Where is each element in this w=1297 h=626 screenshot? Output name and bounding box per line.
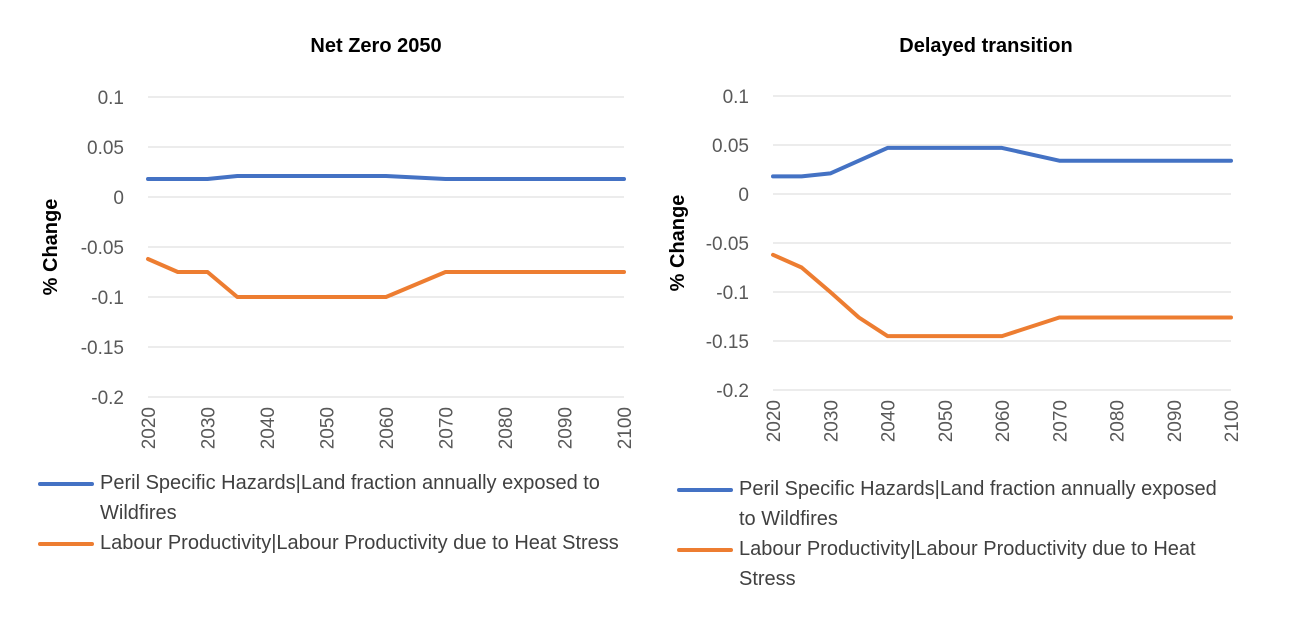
- series-line-wildfires: [146, 174, 626, 181]
- legend-item-wildfires: Peril Specific Hazards|Land fraction ann…: [677, 474, 1222, 534]
- y-tick-label: -0.05: [81, 238, 124, 259]
- x-tick-label: 2020: [139, 407, 160, 449]
- y-tick-label: -0.15: [81, 338, 124, 359]
- y-tick-label: 0.05: [87, 138, 124, 159]
- legend-swatch-labour-productivity: [677, 548, 733, 552]
- x-tick-label: 2070: [1050, 400, 1071, 442]
- legend-swatch-wildfires: [38, 482, 94, 486]
- legend-swatch-labour-productivity: [38, 542, 94, 546]
- y-tick-label: 0.05: [712, 136, 749, 157]
- series-line-labour-productivity: [771, 252, 1233, 339]
- legend-net-zero-2050: Peril Specific Hazards|Land fraction ann…: [38, 468, 638, 558]
- legend-item-labour-productivity: Labour Productivity|Labour Productivity …: [677, 534, 1222, 594]
- y-tick-label: -0.2: [716, 381, 749, 402]
- legend-label-wildfires: Peril Specific Hazards|Land fraction ann…: [739, 478, 1217, 530]
- legend-delayed-transition: Peril Specific Hazards|Land fraction ann…: [677, 474, 1222, 594]
- series-line-labour-productivity: [146, 257, 626, 299]
- legend-label-labour-productivity: Labour Productivity|Labour Productivity …: [739, 538, 1196, 590]
- x-tick-label: 2040: [879, 400, 900, 442]
- legend-item-wildfires: Peril Specific Hazards|Land fraction ann…: [38, 468, 638, 528]
- x-tick-label: 2040: [258, 407, 279, 449]
- y-tick-label: -0.1: [91, 288, 124, 309]
- y-axis-label: % Change: [40, 199, 62, 296]
- y-tick-label: -0.2: [91, 388, 124, 409]
- x-tick-label: 2060: [377, 407, 398, 449]
- x-tick-label: 2030: [821, 400, 842, 442]
- y-tick-label: 0.1: [98, 88, 124, 109]
- x-tick-label: 2060: [993, 400, 1014, 442]
- chart-delayed-transition: Delayed transition % Change 0.1 0.05 0 -0.05 -…: [667, 35, 1243, 442]
- legend-swatch-wildfires: [677, 488, 733, 492]
- chart-title: Delayed transition: [899, 35, 1072, 57]
- series-line-wildfires: [771, 145, 1233, 179]
- y-tick-label: 0: [738, 185, 749, 206]
- x-tick-label: 2050: [318, 407, 339, 449]
- y-tick-label: -0.05: [706, 234, 749, 255]
- x-tick-label: 2070: [437, 407, 458, 449]
- y-tick-label: 0.1: [723, 87, 749, 108]
- x-tick-label: 2100: [1222, 400, 1243, 442]
- x-tick-label: 2030: [199, 407, 220, 449]
- legend-label-labour-productivity: Labour Productivity|Labour Productivity …: [100, 532, 619, 554]
- y-tick-label: -0.15: [706, 332, 749, 353]
- x-tick-label: 2080: [1108, 400, 1129, 442]
- x-tick-label: 2090: [556, 407, 577, 449]
- x-tick-label: 2020: [764, 400, 785, 442]
- x-tick-label: 2080: [496, 407, 517, 449]
- y-axis-label: % Change: [667, 195, 689, 292]
- y-tick-label: -0.1: [716, 283, 749, 304]
- chart-net-zero-2050: Net Zero 2050 % Change 0.1 0.05 0 -0.05 -0.1 -0…: [40, 35, 636, 449]
- legend-label-wildfires: Peril Specific Hazards|Land fraction ann…: [100, 472, 600, 524]
- y-tick-label: 0: [113, 188, 124, 209]
- x-tick-label: 2050: [936, 400, 957, 442]
- x-tick-label: 2090: [1165, 400, 1186, 442]
- chart-title: Net Zero 2050: [310, 35, 441, 57]
- legend-item-labour-productivity: Labour Productivity|Labour Productivity …: [38, 528, 638, 558]
- x-tick-label: 2100: [615, 407, 636, 449]
